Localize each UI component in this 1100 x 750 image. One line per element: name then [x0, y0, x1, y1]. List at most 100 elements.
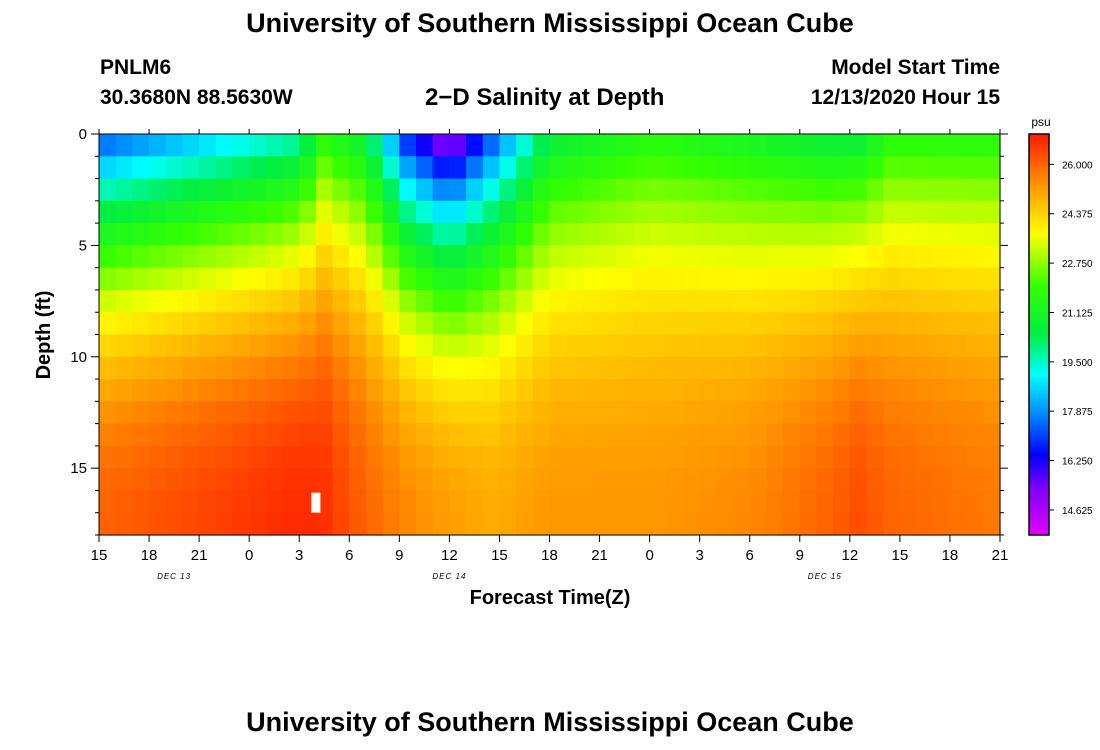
heatmap-cell — [115, 490, 133, 514]
heatmap-cell — [499, 134, 517, 157]
heatmap-cell — [833, 512, 851, 536]
heatmap-cell — [115, 379, 133, 402]
heatmap-cell — [716, 512, 734, 536]
heatmap-cell — [749, 245, 768, 269]
heatmap-cell — [833, 490, 851, 514]
heatmap-cell — [783, 178, 801, 202]
heatmap-cell — [566, 156, 584, 180]
heatmap-cell — [799, 267, 818, 291]
heatmap-cell — [783, 312, 801, 336]
heatmap-cell — [449, 178, 467, 202]
x-tick-label: 0 — [245, 547, 253, 564]
heatmap-cell — [632, 156, 651, 180]
heatmap-cell — [516, 401, 534, 425]
heatmap-cell — [299, 356, 317, 380]
heatmap-cell — [349, 223, 367, 246]
heatmap-cell — [482, 312, 501, 336]
heatmap-cell — [682, 401, 701, 425]
heatmap-cell — [983, 223, 1001, 246]
heatmap-cell — [365, 245, 384, 269]
heatmap-cell — [949, 134, 968, 157]
heatmap-cell — [799, 490, 818, 514]
heatmap-cell — [883, 178, 901, 202]
heatmap-cell — [532, 468, 551, 492]
x-tick-label: 18 — [942, 547, 959, 564]
heatmap-cell — [449, 379, 467, 402]
heatmap-cell — [783, 379, 801, 402]
heatmap-cell — [849, 490, 868, 514]
heatmap-cell — [99, 379, 117, 402]
date-label: DEC 14 — [432, 572, 466, 581]
heatmap-cell — [516, 512, 534, 536]
heatmap-cell — [616, 223, 634, 246]
heatmap-cell — [549, 512, 567, 536]
heatmap-cell — [115, 267, 133, 291]
heatmap-cell — [282, 468, 300, 492]
heatmap-cell — [682, 134, 701, 157]
heatmap-cell — [416, 134, 434, 157]
heatmap-cell — [466, 445, 484, 469]
heatmap-cell — [566, 468, 584, 492]
heatmap-cell — [466, 200, 484, 224]
heatmap-cell — [532, 423, 551, 447]
heatmap-cell — [682, 156, 701, 180]
heatmap-cell — [749, 178, 768, 202]
heatmap-cell — [399, 512, 417, 536]
heatmap-cell — [232, 356, 250, 380]
heatmap-cell — [916, 445, 934, 469]
heatmap-cell — [599, 512, 617, 536]
heatmap-cell — [933, 134, 951, 157]
heatmap-cell — [849, 423, 868, 447]
heatmap-cell — [616, 423, 634, 447]
heatmap-cell — [716, 289, 734, 313]
heatmap-cell — [649, 445, 667, 469]
heatmap-cell — [282, 134, 300, 157]
heatmap-cell — [949, 401, 968, 425]
heatmap-cell — [549, 401, 567, 425]
heatmap-cell — [432, 356, 450, 380]
heatmap-cell — [399, 156, 417, 180]
heatmap-cell — [215, 178, 234, 202]
heatmap-cell — [416, 401, 434, 425]
heatmap-cell — [332, 379, 350, 402]
heatmap-cell — [482, 512, 501, 536]
heatmap-cell — [466, 379, 484, 402]
heatmap-cell — [365, 134, 384, 157]
heatmap-cell — [482, 267, 501, 291]
heatmap-cell — [482, 423, 501, 447]
heatmap-cell — [299, 178, 317, 202]
heatmap-cell — [115, 445, 133, 469]
heatmap-cell — [949, 156, 968, 180]
heatmap-cell — [899, 156, 918, 180]
heatmap-cell — [899, 468, 918, 492]
heatmap-cell — [966, 200, 984, 224]
heatmap-cell — [916, 267, 934, 291]
heatmap-cell — [632, 245, 651, 269]
heatmap-cell — [566, 267, 584, 291]
heatmap-cell — [883, 445, 901, 469]
heatmap-cell — [883, 334, 901, 358]
heatmap-cell — [165, 356, 184, 380]
heatmap-cell — [365, 445, 384, 469]
heatmap-cell — [115, 134, 133, 157]
footer-title: University of Southern Mississippi Ocean… — [246, 707, 854, 737]
heatmap-cell — [682, 200, 701, 224]
heatmap-cell — [983, 289, 1001, 313]
heatmap-cell — [215, 379, 234, 402]
heatmap-cell — [833, 356, 851, 380]
date-label: DEC 13 — [157, 572, 191, 581]
heatmap-cell — [866, 223, 884, 246]
heatmap-cell — [99, 468, 117, 492]
heatmap-cell — [916, 245, 934, 269]
heatmap-cell — [983, 200, 1001, 224]
heatmap-cell — [315, 267, 334, 291]
heatmap-cell — [833, 423, 851, 447]
heatmap-cell — [265, 223, 284, 246]
heatmap-cell — [849, 178, 868, 202]
heatmap-cell — [549, 423, 567, 447]
heatmap-cell — [199, 334, 217, 358]
heatmap-cell — [716, 423, 734, 447]
heatmap-cell — [549, 289, 567, 313]
heatmap-cell — [933, 512, 951, 536]
heatmap-cell — [799, 356, 818, 380]
